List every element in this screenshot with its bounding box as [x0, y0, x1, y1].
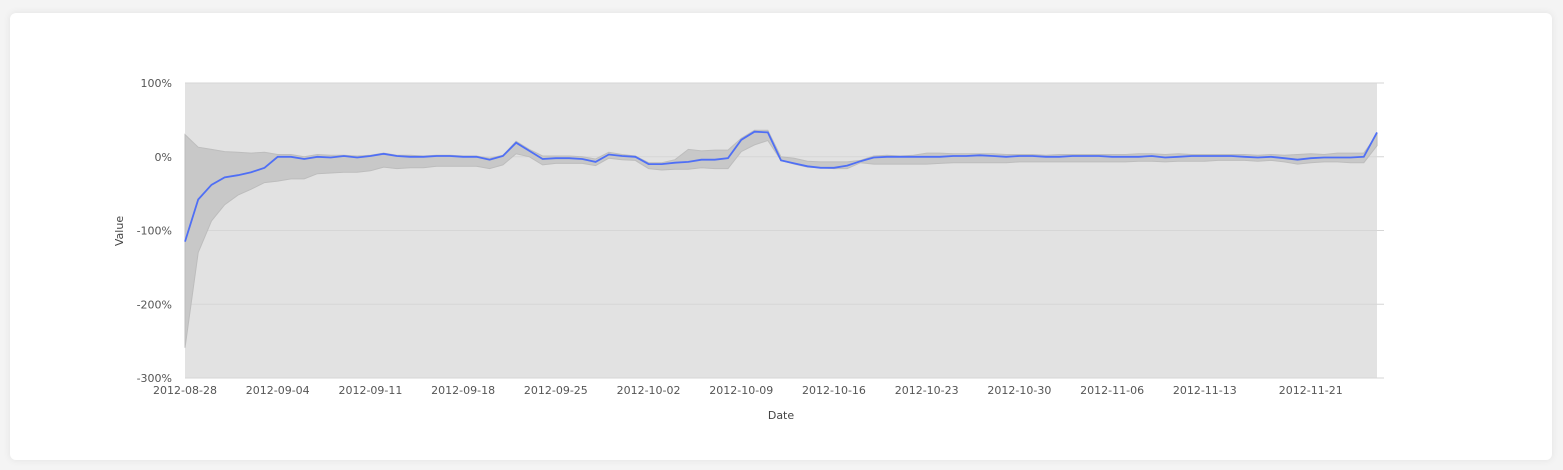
x-tick-label: 2012-08-28	[153, 384, 217, 397]
y-tick-label: -300%	[137, 372, 172, 385]
x-tick-label: 2012-10-02	[617, 384, 681, 397]
x-tick-label: 2012-10-30	[987, 384, 1051, 397]
y-axis-label: Value	[113, 216, 126, 246]
x-axis-label: Date	[768, 409, 795, 422]
y-tick-label: 0%	[155, 151, 172, 164]
x-tick-label: 2012-09-25	[524, 384, 588, 397]
x-tick-label: 2012-10-16	[802, 384, 866, 397]
x-axis: 2012-08-28 2012-09-04 2012-09-11 2012-09-18…	[153, 384, 1343, 397]
confidence-band	[184, 129, 1378, 348]
value-line	[184, 130, 1378, 242]
y-tick-label: 100%	[141, 77, 172, 90]
x-tick-label: 2012-11-21	[1279, 384, 1343, 397]
x-tick-label: 2012-10-23	[895, 384, 959, 397]
x-tick-label: 2012-09-18	[431, 384, 495, 397]
y-axis: 100% 0% -100% -200% -300%	[137, 77, 172, 385]
x-tick-label: 2012-11-06	[1080, 384, 1144, 397]
x-tick-label: 2012-10-09	[709, 384, 773, 397]
y-tick-label: -200%	[137, 298, 172, 311]
x-tick-label: 2012-11-13	[1173, 384, 1237, 397]
y-tick-label: -100%	[137, 225, 172, 238]
x-tick-label: 2012-09-04	[246, 384, 310, 397]
x-tick-label: 2012-09-11	[338, 384, 402, 397]
